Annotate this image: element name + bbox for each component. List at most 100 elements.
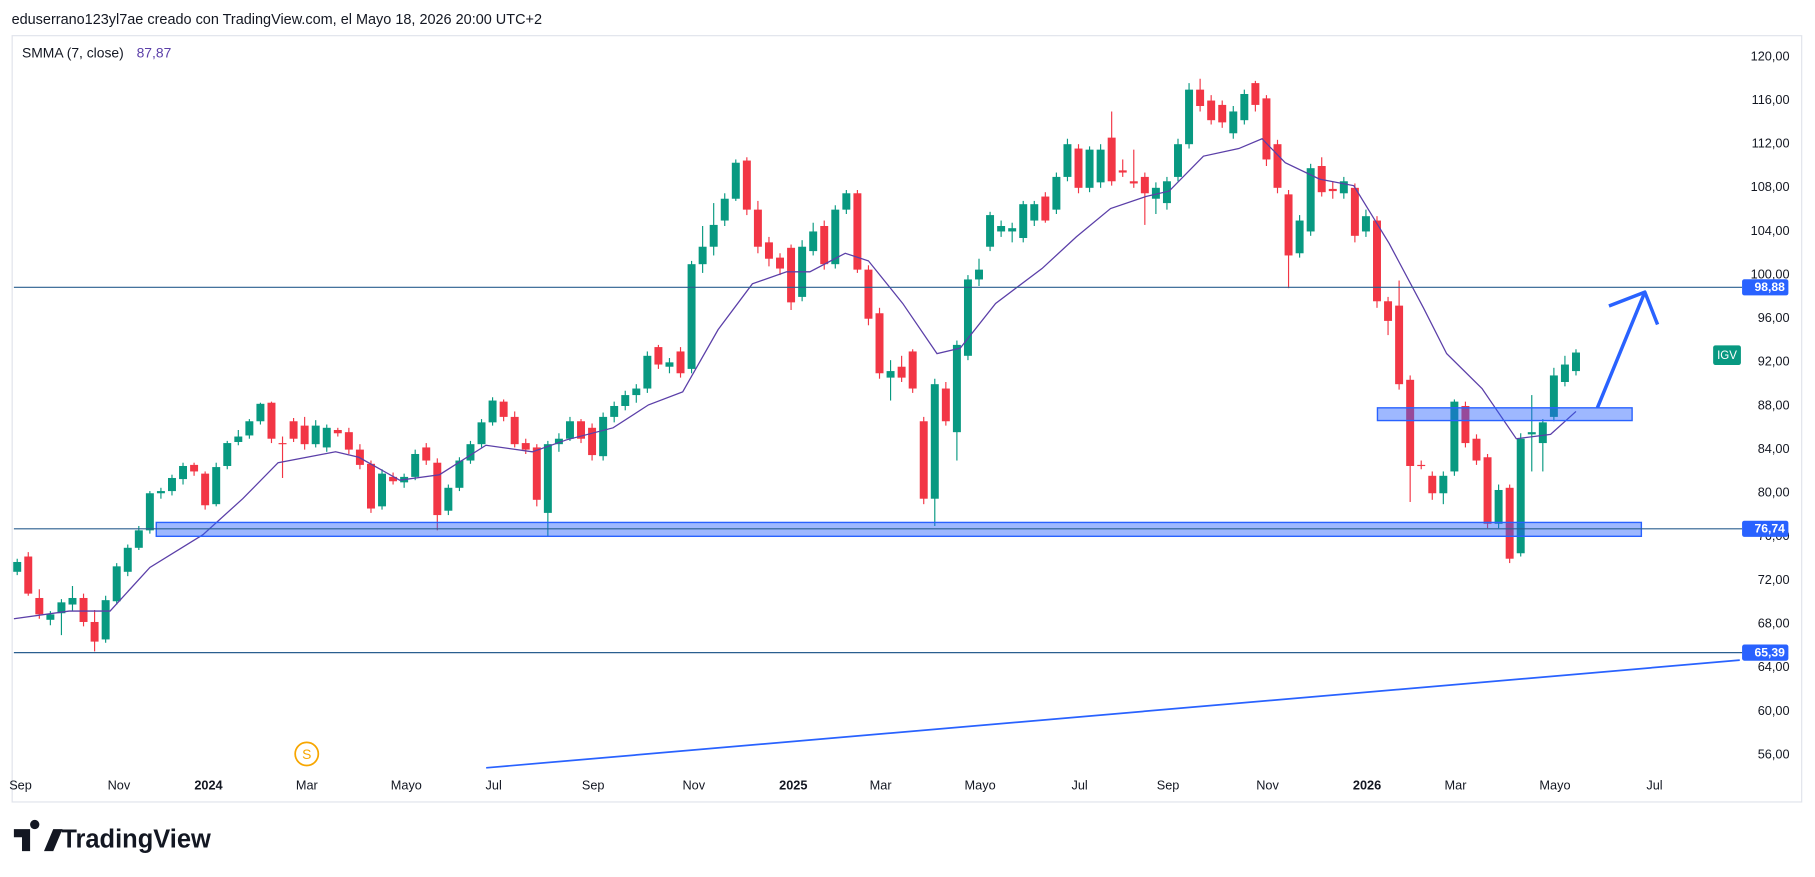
candle-body <box>1284 194 1293 256</box>
candle-body <box>1461 405 1470 444</box>
candle-body <box>986 215 995 247</box>
event-marker: S <box>294 741 320 767</box>
candle-body <box>643 355 652 389</box>
candle-body <box>1361 216 1370 232</box>
candle-body <box>1483 457 1492 524</box>
y-tick-label: 80,00 <box>1758 485 1790 500</box>
trend-line <box>486 659 1740 769</box>
candle-body <box>1085 149 1094 188</box>
symbol-label: IGV <box>1717 350 1737 362</box>
x-tick-label: Mar <box>296 778 319 793</box>
candle-body <box>665 362 674 367</box>
candle-body <box>1262 98 1271 160</box>
candle-body <box>190 464 199 472</box>
candle-body <box>112 566 121 602</box>
candle-body <box>676 351 685 374</box>
y-tick-label: 100,00 <box>1751 266 1790 281</box>
y-tick-label: 64,00 <box>1758 659 1790 674</box>
candle-body <box>565 421 574 439</box>
candle-body <box>908 351 917 389</box>
candle-body <box>510 416 519 445</box>
symbol-tag: IGV <box>1713 345 1741 365</box>
candle-body <box>278 443 287 445</box>
y-tick-label: 72,00 <box>1758 572 1790 587</box>
candle-body <box>1450 401 1459 472</box>
candle-body <box>1572 352 1580 372</box>
candle-body <box>864 269 873 319</box>
candle-body <box>521 443 530 450</box>
candle-body <box>1373 220 1381 302</box>
x-tick-label: Mar <box>870 778 893 793</box>
candle-body <box>875 313 884 374</box>
candle-body <box>1505 487 1514 559</box>
candle-body <box>997 226 1006 232</box>
y-tick-label: 120,00 <box>1751 48 1790 63</box>
y-tick-label: 84,00 <box>1758 441 1790 456</box>
x-tick-label: Nov <box>1256 778 1279 793</box>
candle-body <box>1494 489 1503 524</box>
candle-body <box>256 403 265 422</box>
y-tick-label: 108,00 <box>1751 179 1790 194</box>
candle-body <box>1218 104 1227 123</box>
x-tick-label: Mayo <box>965 778 996 793</box>
levels: 98,88 76,74 65,39 <box>13 279 1789 661</box>
candle-body <box>90 621 99 642</box>
candle-body <box>123 547 132 572</box>
candle-body <box>300 425 309 445</box>
candle-body <box>1439 475 1448 494</box>
x-tick-label: Mayo <box>1539 778 1570 793</box>
candle-body <box>975 269 983 280</box>
candle-body <box>809 231 818 252</box>
brand-icon <box>13 819 63 852</box>
candle-body <box>1240 94 1249 121</box>
event-icon <box>294 741 320 767</box>
candle-body <box>1406 379 1415 466</box>
candle-body <box>599 416 608 457</box>
candle-body <box>1151 187 1160 199</box>
brand: TradingView <box>13 819 211 853</box>
candle-body <box>1384 301 1393 321</box>
x-tick-label: Nov <box>108 778 131 793</box>
candle-body <box>1251 83 1260 105</box>
candle-body <box>134 530 143 548</box>
candle-body <box>1030 204 1039 221</box>
breakout-zone <box>1376 407 1633 422</box>
smma-line <box>13 137 1577 620</box>
x-tick-label: Jul <box>486 778 502 793</box>
x-tick-label: 2026 <box>1353 778 1381 793</box>
candle-body <box>101 600 110 640</box>
event-label: S <box>302 746 311 762</box>
candle-body <box>322 427 331 448</box>
candle-body <box>1041 196 1050 221</box>
x-tick-label: 2025 <box>779 778 807 793</box>
candle-body <box>499 401 508 417</box>
candle-body <box>753 209 762 247</box>
candle-body <box>1229 111 1238 134</box>
candle-body <box>289 421 298 439</box>
candle-body <box>1350 187 1359 236</box>
candle-body <box>444 487 453 511</box>
candle-body <box>1174 144 1182 177</box>
candle-body <box>654 347 663 365</box>
x-tick-label: Sep <box>582 778 605 793</box>
drawings <box>155 290 1740 769</box>
candle-body <box>477 422 486 445</box>
candle-body <box>167 477 176 492</box>
candle-body <box>411 453 420 477</box>
candle-body <box>1107 137 1116 182</box>
candle-body <box>156 491 165 494</box>
level-label-bg <box>1742 279 1789 296</box>
candle-body <box>632 388 641 396</box>
candle-body <box>621 395 630 406</box>
candle-body <box>776 257 784 269</box>
candle-body <box>1273 144 1282 188</box>
level-label-bg <box>1742 520 1789 537</box>
candle-body <box>245 421 254 436</box>
level-label: 98,88 <box>1755 280 1786 294</box>
x-tick-label: Sep <box>1157 778 1180 793</box>
candle-body <box>466 444 475 461</box>
y-tick-label: 68,00 <box>1758 616 1790 631</box>
candle-body <box>1074 148 1083 188</box>
